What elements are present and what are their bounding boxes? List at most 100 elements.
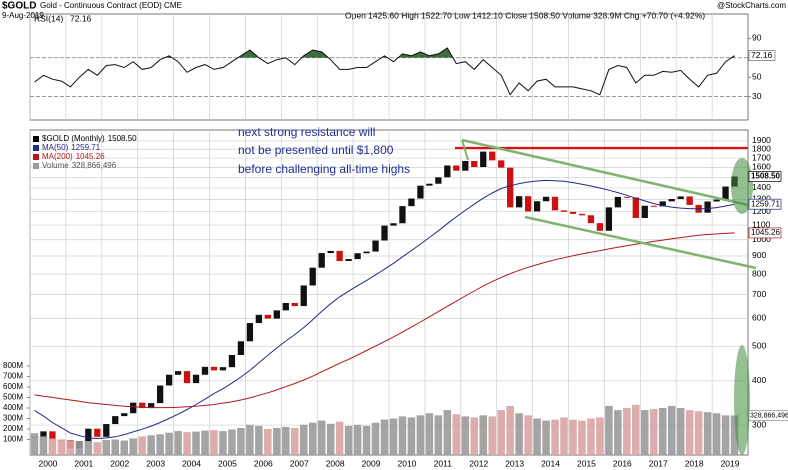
candle xyxy=(192,374,200,384)
x-tick-label: 2008 xyxy=(326,458,345,468)
volume-bar xyxy=(515,413,523,455)
y2-tick-label: 800M xyxy=(3,361,23,370)
candle xyxy=(533,201,541,212)
legend-name: $GOLD (Monthly) xyxy=(42,134,105,143)
y2-tick-label: 300M xyxy=(3,414,23,423)
labels: 2000 2001 2002 2003 2004 2005 2006 2007 2008 2009… xyxy=(3,13,788,468)
volume-bar xyxy=(623,408,631,455)
volume-bar xyxy=(398,416,407,455)
candle xyxy=(40,431,47,437)
x-tick-label: 2011 xyxy=(434,458,453,468)
volume-bar xyxy=(255,425,263,455)
volume-bar xyxy=(649,409,658,455)
candle xyxy=(614,196,622,208)
y-tick-label: 400 xyxy=(752,375,766,385)
volume-bar xyxy=(658,408,667,455)
volume-bar xyxy=(174,431,182,455)
volume-bar xyxy=(578,420,586,455)
y-tick-label: 300 xyxy=(752,419,766,429)
volume-bar xyxy=(551,419,559,455)
annotation: not be presented until $1,800 xyxy=(238,143,394,157)
candle xyxy=(587,215,595,224)
volume-bar xyxy=(264,429,272,455)
candle xyxy=(569,211,577,214)
value-box-label: 72.16 xyxy=(751,50,773,60)
volume-bar xyxy=(156,434,164,455)
value-box xyxy=(748,198,782,210)
candle xyxy=(677,196,684,200)
x-tick-label: 2009 xyxy=(362,458,381,468)
candle xyxy=(462,160,469,171)
volume-bar xyxy=(470,417,479,455)
candle xyxy=(300,285,307,307)
volume-bar xyxy=(703,412,712,455)
candle xyxy=(345,259,352,262)
x-tick-label: 2001 xyxy=(74,458,93,468)
volume-bar xyxy=(39,436,48,455)
y-tick-label: 1600 xyxy=(752,162,771,172)
candle xyxy=(650,205,657,207)
volume-bar xyxy=(102,440,111,455)
volume-bar xyxy=(685,410,694,455)
candle xyxy=(327,250,334,254)
volume-bar xyxy=(228,429,236,455)
candle xyxy=(112,416,119,425)
x-tick-label: 2007 xyxy=(290,458,309,468)
annotation: next strong resistance will xyxy=(238,125,375,139)
candle xyxy=(237,341,245,355)
y2-tick-label: 600M xyxy=(3,382,23,391)
x-tick-label: 2018 xyxy=(685,458,704,468)
candle xyxy=(255,314,263,324)
volume-bar xyxy=(694,411,703,455)
y-tick-label: 1800 xyxy=(752,144,771,154)
value-box xyxy=(748,227,782,239)
value-box-label: 1259.71 xyxy=(751,199,780,208)
candle xyxy=(130,402,137,414)
candle xyxy=(291,303,298,307)
volume-bar xyxy=(84,441,93,455)
x-tick-label: 2003 xyxy=(146,458,165,468)
y2-tick-label: 500M xyxy=(3,393,23,402)
volume-bar xyxy=(443,410,452,455)
quote: Open 1425.60 High 1522.70 Low 1412.10 Cl… xyxy=(345,10,705,20)
candle xyxy=(309,267,316,286)
date: 9-Aug-2019 xyxy=(2,11,44,20)
legend-name: MA(50) xyxy=(42,143,69,152)
volume-bar xyxy=(721,415,730,455)
y-tick-label: 1900 xyxy=(752,135,771,145)
candle xyxy=(156,385,164,404)
candle xyxy=(542,196,550,202)
legend-value: 1508.50 xyxy=(108,134,137,143)
volume-bar xyxy=(111,439,120,455)
value-box-label: 1508.50 xyxy=(751,172,780,181)
y-tick-label: 700 xyxy=(752,289,766,299)
candle xyxy=(246,323,254,342)
x-tick-label: 2005 xyxy=(218,458,237,468)
volume-bar xyxy=(147,435,155,455)
volume-bar xyxy=(569,419,577,455)
volume-bar xyxy=(57,439,66,455)
candle xyxy=(435,177,442,184)
candle xyxy=(605,207,613,231)
candle xyxy=(704,201,711,213)
y2-tick-label: 700M xyxy=(3,372,23,381)
candle xyxy=(85,428,92,442)
volume-bar xyxy=(66,440,75,455)
value-box-label: 1045.26 xyxy=(751,228,780,237)
candle xyxy=(641,205,648,218)
y2-tick-label: 400M xyxy=(3,403,23,412)
candle xyxy=(722,186,729,200)
volume-bar xyxy=(237,427,245,455)
source: @StockCharts.com xyxy=(717,1,786,10)
highlight-volume xyxy=(734,345,750,455)
candle xyxy=(264,314,271,319)
candle xyxy=(201,366,209,375)
volume-bar xyxy=(335,421,344,455)
rsi-tick-label: 50 xyxy=(752,71,762,81)
candle xyxy=(471,160,478,168)
ma-line xyxy=(34,232,735,409)
volume-bar xyxy=(30,433,39,455)
volume-bar xyxy=(641,410,649,455)
candle xyxy=(148,403,155,409)
